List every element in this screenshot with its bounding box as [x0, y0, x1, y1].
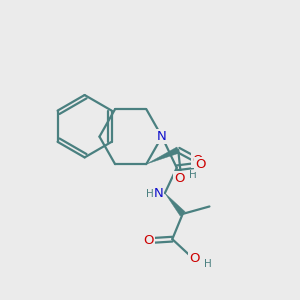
- Polygon shape: [146, 147, 180, 164]
- Text: O: O: [189, 252, 200, 265]
- Text: O: O: [192, 154, 203, 167]
- Text: O: O: [195, 158, 206, 171]
- Text: H: H: [189, 170, 197, 180]
- Text: N: N: [157, 130, 167, 143]
- Polygon shape: [165, 193, 185, 216]
- Text: H: H: [146, 189, 153, 199]
- Text: O: O: [143, 234, 154, 247]
- Text: N: N: [153, 187, 163, 200]
- Text: H: H: [204, 259, 212, 269]
- Text: O: O: [175, 172, 185, 185]
